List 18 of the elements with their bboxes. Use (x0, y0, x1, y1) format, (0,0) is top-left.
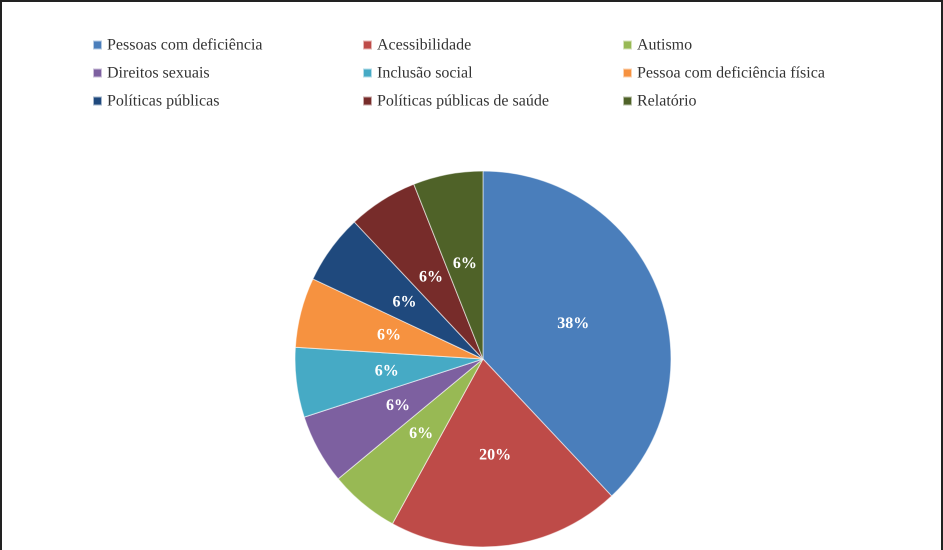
data-label: 6% (377, 326, 402, 344)
legend-label: Políticas públicas (107, 92, 220, 110)
legend-label: Políticas públicas de saúde (377, 92, 549, 110)
data-label: 6% (409, 425, 434, 442)
legend-label: Acessibilidade (377, 36, 472, 54)
data-label: 6% (419, 268, 444, 286)
data-label: 20% (479, 446, 512, 464)
legend-label: Direitos sexuais (107, 64, 210, 82)
data-label: 6% (452, 255, 477, 272)
data-label: 6% (392, 293, 417, 310)
data-label: 38% (557, 314, 590, 332)
legend-label: Pessoa com deficiência física (637, 64, 825, 82)
legend-label: Relatório (637, 92, 697, 110)
legend-label: Inclusão social (377, 64, 474, 82)
data-label: 6% (374, 362, 399, 380)
data-label: 6% (386, 397, 410, 414)
legend-label: Pessoas com deficiência (107, 36, 262, 54)
legend-label: Autismo (637, 36, 692, 54)
